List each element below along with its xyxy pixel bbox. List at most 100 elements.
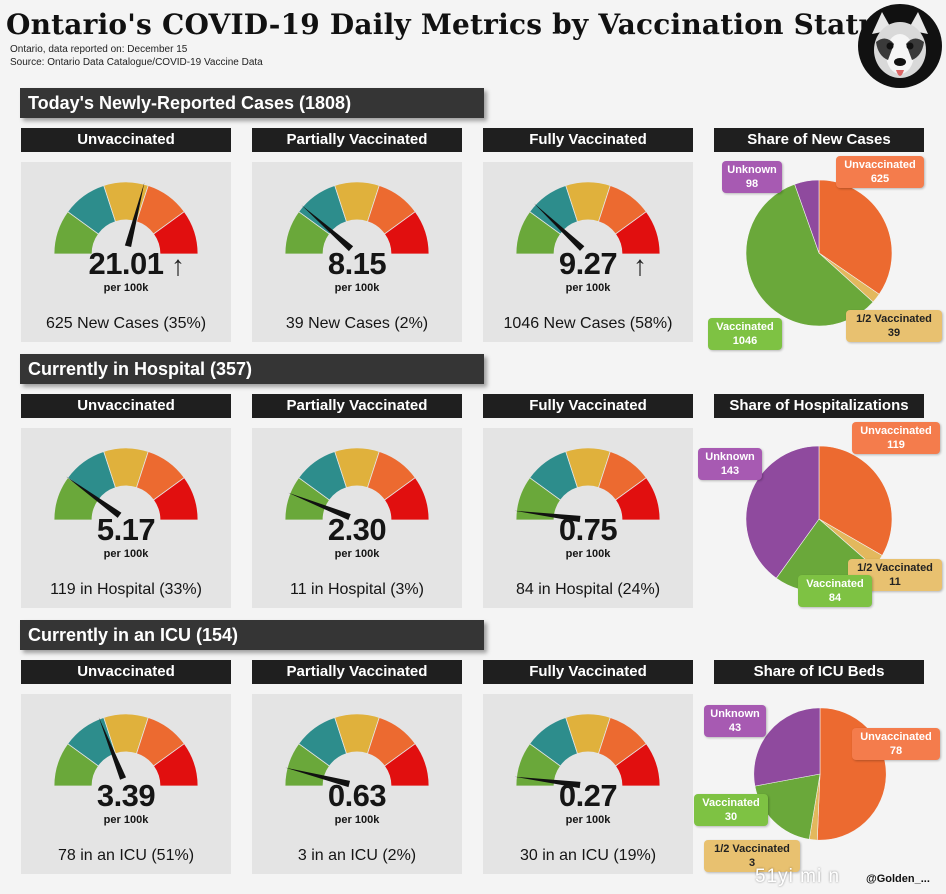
gauge-panel: 9.27 ↑ per 100k 1046 New Cases (58%) xyxy=(483,162,693,342)
header-partially-vaccinated: Partially Vaccinated xyxy=(252,394,462,418)
gauge-dial xyxy=(53,181,199,255)
header-unvaccinated: Unvaccinated xyxy=(21,128,231,152)
gauge-hub xyxy=(323,220,391,254)
credit-handle: @Golden_... xyxy=(866,873,930,885)
header-pie: Share of ICU Beds xyxy=(714,660,924,684)
pie-chart xyxy=(745,445,893,593)
gauge-dial xyxy=(53,447,199,521)
header-partially-vaccinated: Partially Vaccinated xyxy=(252,660,462,684)
pie-slice-unknown xyxy=(794,179,820,254)
gauge-needle xyxy=(514,776,581,789)
trend-up-arrow-icon: ↑ xyxy=(171,250,185,281)
gauge-value: 3.39 xyxy=(96,778,156,813)
gauge-band-red xyxy=(383,743,430,787)
per-100k-label: per 100k xyxy=(565,548,611,560)
gauge-value: 9.27 xyxy=(558,246,618,281)
dog-face-icon xyxy=(872,12,928,78)
gauge-panel: 21.01 ↑ per 100k 625 New Cases (35%) xyxy=(21,162,231,342)
gauge-count: 30 in an ICU (19%) xyxy=(519,847,657,864)
per-100k-label: per 100k xyxy=(103,282,149,294)
callout-vaccinated: Vaccinated 30 xyxy=(694,794,768,826)
gauge-hub xyxy=(554,752,622,786)
gauge-count: 39 New Cases (2%) xyxy=(285,315,429,332)
header-unvaccinated: Unvaccinated xyxy=(21,394,231,418)
gauge-value: 2.30 xyxy=(327,512,387,547)
gauge-band-red xyxy=(614,477,661,521)
callout-vaccinated: Vaccinated 1046 xyxy=(708,318,782,350)
gauge-band-red xyxy=(383,477,430,521)
gauge-panel: 8.15 per 100k 39 New Cases (2%) xyxy=(252,162,462,342)
callout-unknown: Unknown 98 xyxy=(722,161,782,193)
gauge-needle xyxy=(534,203,585,251)
gauge-panel: 0.27 per 100k 30 in an ICU (19%) xyxy=(483,694,693,874)
gauge-needle xyxy=(301,205,354,252)
pie-slice-vaccinated xyxy=(754,773,821,840)
header-fully-vaccinated: Fully Vaccinated xyxy=(483,128,693,152)
callout-unvaccinated: Unvaccinated 119 xyxy=(852,422,940,454)
pie-slice-unknown xyxy=(753,707,821,787)
gauge-panel: 5.17 per 100k 119 in Hospital (33%) xyxy=(21,428,231,608)
gauge-needle xyxy=(514,510,581,523)
pie-slice-unknown xyxy=(745,445,820,579)
pie-slice-vaccinated xyxy=(745,183,874,327)
gauge-band-red xyxy=(152,211,199,255)
gauge-hub xyxy=(554,486,622,520)
gauge-band-red xyxy=(152,477,199,521)
header-unvaccinated: Unvaccinated xyxy=(21,660,231,684)
callout-half-vaccinated: 1/2 Vaccinated 39 xyxy=(846,310,942,342)
gauge-panel: 0.63 per 100k 3 in an ICU (2%) xyxy=(252,694,462,874)
gauge-count: 78 in an ICU (51%) xyxy=(57,847,195,864)
trend-up-arrow-icon: ↑ xyxy=(633,250,647,281)
per-100k-label: per 100k xyxy=(334,282,380,294)
gauge-needle xyxy=(124,182,145,248)
callout-unknown: Unknown 143 xyxy=(698,448,762,480)
per-100k-label: per 100k xyxy=(103,548,149,560)
section-bar-cases: Today's Newly-Reported Cases (1808) xyxy=(20,88,484,118)
gauge-dial xyxy=(515,181,661,255)
gauge-dial xyxy=(53,713,199,787)
header-pie: Share of New Cases xyxy=(714,128,924,152)
callout-vaccinated: Vaccinated 84 xyxy=(798,575,872,607)
gauge-panel: 0.75 per 100k 84 in Hospital (24%) xyxy=(483,428,693,608)
logo xyxy=(858,4,942,88)
gauge-count: 84 in Hospital (24%) xyxy=(515,581,661,598)
per-100k-label: per 100k xyxy=(334,814,380,826)
gauge-band-red xyxy=(614,743,661,787)
gauge-hub xyxy=(92,220,160,254)
gauge-needle xyxy=(98,717,127,780)
gauge-dial xyxy=(514,713,661,789)
gauge-value: 21.01 xyxy=(88,246,164,281)
per-100k-label: per 100k xyxy=(565,282,611,294)
per-100k-label: per 100k xyxy=(334,548,380,560)
gauge-needle xyxy=(285,767,351,788)
per-100k-label: per 100k xyxy=(103,814,149,826)
header-pie: Share of Hospitalizations xyxy=(714,394,924,418)
gauge-value: 8.15 xyxy=(327,246,387,281)
page-title: Ontario's COVID-19 Daily Metrics by Vacc… xyxy=(6,8,896,41)
gauge-panel: 2.30 per 100k 11 in Hospital (3%) xyxy=(252,428,462,608)
gauge-dial xyxy=(284,447,430,521)
callout-unvaccinated: Unvaccinated 78 xyxy=(852,728,940,760)
header-fully-vaccinated: Fully Vaccinated xyxy=(483,660,693,684)
section-bar-hospital: Currently in Hospital (357) xyxy=(20,354,484,384)
gauge-hub xyxy=(92,486,160,520)
pie-chart xyxy=(753,707,887,841)
gauge-dial xyxy=(284,713,430,788)
pie-slice-unvaccinated xyxy=(818,445,893,556)
gauge-band-red xyxy=(383,211,430,255)
gauge-hub xyxy=(323,752,391,786)
callout-half-vaccinated: 1/2 Vaccinated 3 xyxy=(704,840,800,872)
gauge-band-red xyxy=(614,211,661,255)
gauge-panel: 3.39 per 100k 78 in an ICU (51%) xyxy=(21,694,231,874)
gauge-count: 119 in Hospital (33%) xyxy=(50,581,202,598)
gauge-band-red xyxy=(152,743,199,787)
pie-chart xyxy=(745,179,893,327)
gauge-dial xyxy=(514,447,661,523)
header-partially-vaccinated: Partially Vaccinated xyxy=(252,128,462,152)
gauge-needle xyxy=(66,476,122,518)
per-100k-label: per 100k xyxy=(565,814,611,826)
callout-unknown: Unknown 43 xyxy=(704,705,766,737)
gauge-hub xyxy=(92,752,160,786)
gauge-value: 0.27 xyxy=(558,778,618,813)
gauge-value: 0.75 xyxy=(558,512,618,547)
